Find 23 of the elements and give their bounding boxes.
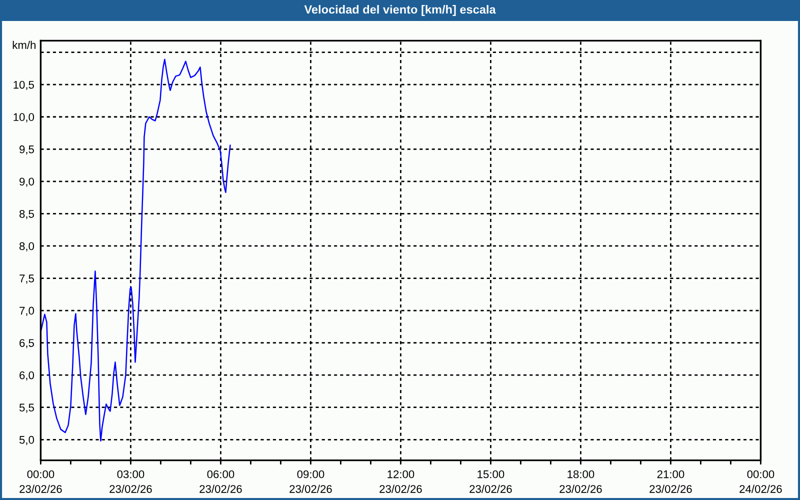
- y-tick-label: 10,5: [14, 80, 34, 90]
- x-tick-label: 21:00 23/02/26: [650, 470, 692, 493]
- x-tick-label: 15:00 23/02/26: [470, 470, 512, 493]
- y-tick-label: 8,0: [19, 242, 34, 252]
- x-tick-label: 09:00 23/02/26: [290, 470, 332, 493]
- y-tick-label: 9,5: [20, 145, 34, 155]
- x-tick-label: 18:00 23/02/26: [560, 470, 602, 493]
- x-tick-label: 03:00 23/02/26: [110, 470, 152, 493]
- x-tick-label: 06:00 23/02/26: [200, 470, 242, 493]
- y-tick-label: 10,0: [14, 113, 34, 122]
- x-tick-label: 00:00 23/02/26: [20, 470, 62, 493]
- y-tick-label: 5,5: [19, 404, 34, 413]
- y-tick-label: 8,5: [19, 210, 34, 220]
- y-tick-label: 7,0: [20, 306, 34, 316]
- x-tick-label: 00:00 24/02/26: [740, 470, 782, 493]
- y-tick-label: 7,5: [20, 274, 34, 284]
- y-axis-title: km/h: [12, 40, 36, 49]
- x-tick-label: 12:00 23/02/26: [380, 470, 422, 493]
- y-tick-label: 6,0: [20, 371, 34, 381]
- y-tick-label: 5,0: [19, 436, 34, 446]
- y-tick-label: 6,5: [20, 339, 34, 348]
- chart-title: Velocidad del viento [km/h] escala: [304, 5, 496, 16]
- y-tick-label: 9,0: [20, 178, 34, 187]
